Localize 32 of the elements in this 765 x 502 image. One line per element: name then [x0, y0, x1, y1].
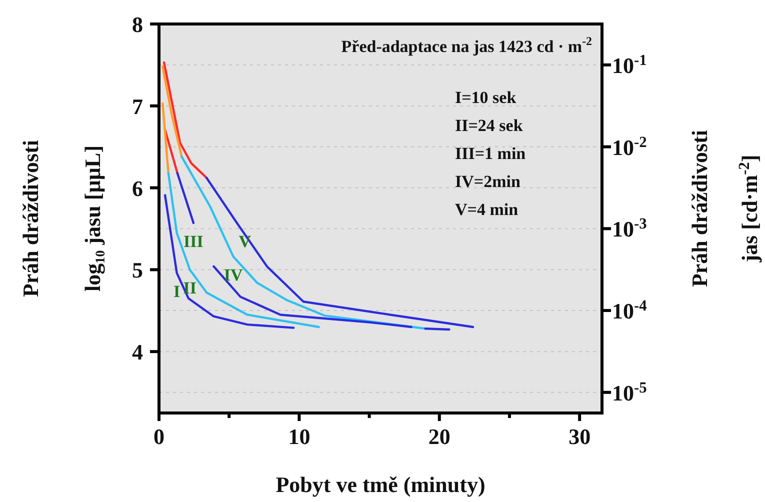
annotation: II=24 sek [455, 116, 524, 135]
line-series [167, 172, 320, 328]
line-series [164, 194, 295, 329]
y-tick-label: 6 [132, 176, 143, 201]
x-tick-label: 0 [154, 424, 164, 449]
x-axis-title: Pobyt ve tmě (minuty) [276, 472, 486, 497]
y2-tick-label: 10$^{-2}$ [612, 133, 648, 160]
annotation: IV=2min [455, 172, 521, 191]
annotation: II [183, 278, 197, 298]
annotation: I [173, 282, 180, 301]
annotation: Před-adaptace na jas 1423 cd · m$^{-2}$ [341, 34, 592, 56]
text: Práh dráždivosti log₁₀ jasu [µµL] [18, 140, 105, 298]
line-series [162, 61, 208, 180]
annotation: I=10 sek [455, 88, 517, 107]
annotation: III=1 min [455, 144, 526, 163]
line-series [180, 156, 426, 330]
annotation: V=4 min [455, 200, 519, 219]
annotation: V [238, 232, 252, 252]
y-tick-label: 7 [132, 94, 143, 119]
annotation: III [184, 232, 204, 252]
y-tick-label: 5 [132, 258, 143, 283]
y2-tick-label: 10$^{-4}$ [612, 297, 648, 324]
annotation: IV [224, 266, 244, 285]
y-tick-label: 4 [132, 340, 143, 365]
y2-tick-label: 10$^{-5}$ [612, 378, 648, 406]
y2-tick-label: 10$^{-1}$ [612, 51, 647, 78]
x-tick-label: 10 [288, 424, 310, 449]
x-tick-label: 20 [428, 424, 450, 449]
x-tick-label: 30 [568, 424, 591, 449]
y-tick-label: 8 [132, 12, 143, 37]
line-series [212, 265, 412, 328]
y2-tick-label: 10$^{-3}$ [612, 215, 648, 242]
